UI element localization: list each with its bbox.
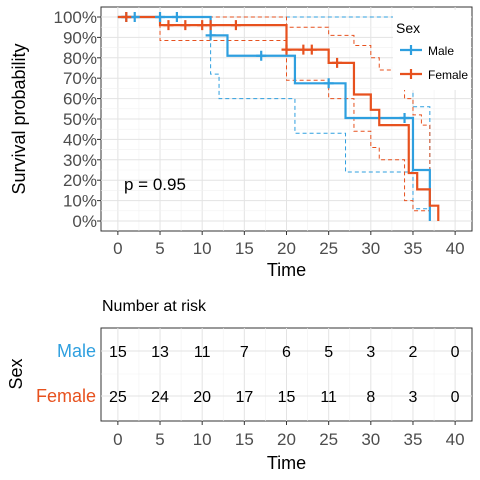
risk-table-x-title: Time [267,453,306,473]
risk-x-tick-label: 35 [404,430,423,449]
censor-mark-male [171,12,182,22]
x-tick-labels: 0 5 10 15 20 25 30 35 40 [113,231,465,258]
risk-cell-male: 7 [240,344,249,361]
ci-upper-female [117,16,431,221]
x-axis-title: Time [267,260,306,280]
risk-cell-female: 11 [320,389,337,406]
y-tick-label: 90% [63,28,97,47]
x-tick-label: 30 [361,239,380,258]
x-tick-label: 25 [319,239,338,258]
risk-cell-female: 20 [193,389,211,406]
y-tick-label: 10% [63,192,97,211]
risk-cell-female: 17 [235,389,253,406]
censor-mark-male [323,78,334,89]
survival-curve-male [117,15,431,221]
risk-x-tick-label: 40 [446,430,465,449]
legend-item-female: Female [400,68,468,82]
risk-cell-male: 3 [366,344,375,361]
legend-label-male: Male [428,44,454,58]
survival-curve-female [117,15,440,221]
x-tick-label: 0 [113,239,122,258]
risk-x-tick-label: 20 [277,430,296,449]
risk-table-cells: 15 13 11 7 6 5 3 2 025 24 20 17 15 11 8 3 0 [109,344,460,406]
risk-x-tick-label: 15 [235,430,254,449]
risk-row-label-male: Male [57,341,96,361]
x-tick-label: 15 [235,239,254,258]
censor-mark-male [399,112,410,123]
risk-cell-male: 11 [194,344,211,361]
censor-mark-male [155,12,166,22]
risk-cell-female: 24 [151,389,169,406]
y-tick-label: 30% [63,151,97,170]
p-value-annotation: p = 0.95 [124,175,186,194]
censor-mark-female [298,44,309,55]
risk-table-title: Number at risk [102,298,207,315]
y-tick-label: 50% [63,110,97,129]
censor-mark-female [197,20,208,31]
risk-table-y-title: Sex [6,358,26,389]
y-tick-label: 70% [63,69,97,88]
y-tick-labels: 0%10% 20%30% 40%50%60% 70%80% 90%100% [54,8,101,231]
censor-mark-female [121,12,132,22]
censor-mark-female [163,20,174,31]
x-tick-label: 35 [404,239,423,258]
x-tick-label: 40 [446,239,465,258]
risk-x-tick-label: 0 [113,430,122,449]
y-tick-label: 80% [63,49,97,68]
legend-item-male: Male [400,44,454,58]
risk-x-tick-label: 25 [319,430,338,449]
risk-cell-female: 3 [409,389,418,406]
censor-mark-male [205,30,216,41]
censor-marks [121,12,410,123]
y-tick-label: 20% [63,171,97,190]
censor-mark-male [129,12,140,22]
risk-cell-female: 25 [109,389,127,406]
x-tick-label: 5 [155,239,164,258]
x-tick-label: 10 [193,239,212,258]
risk-x-tick-label: 30 [361,430,380,449]
risk-cell-male: 6 [282,344,291,361]
survival-plot: 0%10% 20%30% 40%50%60% 70%80% 90%100% 0 5 10 15… [9,6,473,280]
risk-cell-female: 15 [278,389,296,406]
censor-mark-female [332,57,343,68]
risk-cell-male: 13 [151,344,169,361]
censor-mark-female [180,20,191,31]
risk-cell-male: 15 [109,344,127,361]
x-tick-label: 20 [277,239,296,258]
legend-label-female: Female [428,68,468,82]
risk-cell-male: 0 [451,344,460,361]
legend-title: Sex [396,20,420,36]
risk-row-label-female: Female [36,386,96,406]
y-tick-label: 40% [63,130,97,149]
censor-mark-male [256,50,267,61]
y-tick-label: 0% [72,212,97,231]
legend: Sex Male Female [393,10,471,90]
survival-curves [117,15,440,221]
risk-cell-female: 0 [451,389,460,406]
risk-cell-female: 8 [366,389,375,406]
y-tick-label: 100% [54,8,97,27]
censor-mark-female [281,44,292,55]
y-tick-label: 60% [63,90,97,109]
censor-mark-female [306,44,317,55]
y-axis-title: Survival probability [9,43,29,194]
censor-mark-female [230,20,241,31]
risk-x-tick-label: 5 [155,430,164,449]
censor-mark-female [205,20,216,31]
risk-table-x-tick-labels: 0 5 10 15 20 25 30 35 40 [113,421,465,449]
ci-upper-male [117,16,431,221]
risk-cell-male: 2 [409,344,418,361]
risk-cell-male: 5 [324,344,333,361]
risk-x-tick-label: 10 [193,430,212,449]
risk-table-grid [101,328,472,421]
risk-table: Number at risk 15 13 11 7 6 5 3 2 025 24 20 17 15 11 8… [6,298,473,473]
